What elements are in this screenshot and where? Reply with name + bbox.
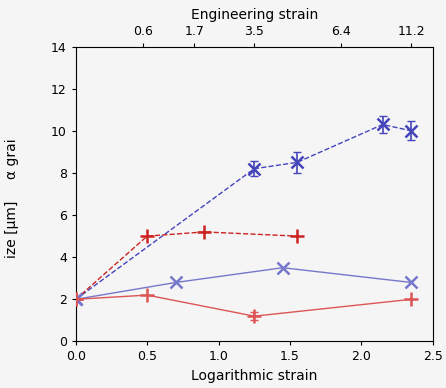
Text: ize [μm]: ize [μm]: [4, 201, 19, 258]
Text: α grai: α grai: [4, 138, 19, 179]
X-axis label: Engineering strain: Engineering strain: [190, 8, 318, 22]
X-axis label: Logarithmic strain: Logarithmic strain: [191, 369, 318, 383]
